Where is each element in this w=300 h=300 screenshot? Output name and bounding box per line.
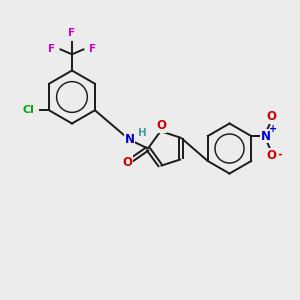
Text: F: F — [89, 44, 96, 54]
Text: O: O — [266, 110, 277, 123]
Text: F: F — [68, 28, 76, 38]
Text: -: - — [278, 150, 282, 160]
Text: F: F — [48, 44, 55, 54]
Text: +: + — [269, 124, 277, 134]
Text: H: H — [138, 128, 147, 138]
Text: Cl: Cl — [22, 105, 34, 115]
Text: N: N — [261, 130, 271, 142]
Text: O: O — [122, 156, 132, 169]
Text: O: O — [156, 119, 166, 132]
Text: O: O — [266, 149, 277, 162]
Text: N: N — [124, 133, 134, 146]
